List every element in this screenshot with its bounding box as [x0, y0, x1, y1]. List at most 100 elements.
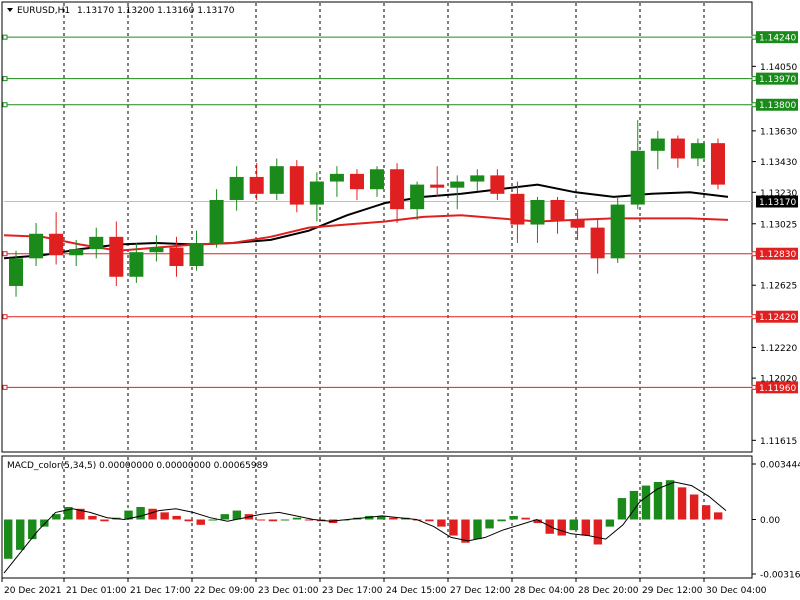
moving-average-line — [3, 214, 729, 252]
macd-y-tick-label: 0.00 — [760, 516, 780, 526]
candle-body — [590, 227, 605, 259]
x-tick-label: 27 Dec 12:00 — [450, 586, 511, 596]
macd-bar — [292, 517, 302, 520]
candle-body — [570, 219, 585, 228]
macd-bar — [701, 505, 711, 520]
ohlc-label: 1.13170 1.13200 1.13160 1.13170 — [77, 6, 235, 16]
level-marker — [2, 314, 8, 320]
y-tick-label: 1.13430 — [760, 158, 797, 168]
macd-bar — [665, 480, 675, 520]
macd-bar — [521, 517, 530, 520]
level-price-box — [756, 381, 798, 394]
vertical-gridlines — [63, 3, 705, 577]
macd-y-tick-label: 0.003444 — [760, 461, 800, 471]
candle-body — [670, 138, 685, 159]
x-tick-label: 29 Dec 12:00 — [642, 586, 703, 596]
candle-body — [249, 176, 264, 194]
level-marker — [751, 102, 757, 108]
price-axis: 1.14050 1.13630 1.13430 1.13230 1.13025 1.126… — [752, 63, 798, 447]
candle-body — [269, 166, 284, 194]
main-chart-frame — [1, 1, 753, 453]
macd-bar — [268, 519, 278, 522]
macd-bar — [593, 519, 603, 545]
level-price-label: 1.13800 — [759, 101, 796, 111]
macd-bar — [677, 487, 687, 520]
candle-body — [650, 138, 665, 151]
macd-bar — [232, 510, 242, 520]
level-price-box — [756, 72, 798, 85]
level-marker — [2, 384, 8, 390]
time-axis: 20 Dec 2021 21 Dec 01:00 21 Dec 17:00 22 De… — [1, 578, 767, 596]
level-price-box — [756, 310, 798, 323]
candle-body — [530, 199, 545, 225]
y-tick-label: 1.12220 — [760, 344, 797, 354]
current-price-box — [756, 195, 798, 208]
macd-bar — [160, 512, 169, 520]
candle-body — [189, 242, 204, 267]
level-marker — [2, 251, 8, 257]
x-tick-label: 30 Dec 04:00 — [706, 586, 767, 596]
macd-bar — [653, 482, 663, 520]
macd-bar — [617, 498, 627, 520]
candle-body — [309, 181, 324, 205]
macd-bar — [148, 508, 157, 520]
y-tick-label: 1.13230 — [760, 189, 797, 199]
macd-bar — [172, 515, 181, 520]
macd-bar — [629, 490, 639, 520]
level-marker — [2, 102, 8, 108]
candle-body — [450, 181, 465, 188]
x-tick-label: 23 Dec 17:00 — [322, 586, 383, 596]
y-tick-label: 1.13025 — [760, 220, 797, 230]
macd-title: MACD_color(5,34,5) 0.00000000 0.00000000… — [7, 461, 268, 471]
level-price-label: 1.12830 — [759, 250, 796, 260]
y-tick-label: 1.11615 — [760, 437, 797, 447]
macd-bar — [557, 519, 566, 536]
macd-bar — [581, 519, 591, 536]
level-labels: 1.14240 1.13970 1.13800 1.12830 1.12420 1.119… — [756, 31, 798, 394]
dropdown-triangle-icon[interactable] — [7, 8, 13, 12]
macd-bar — [28, 519, 37, 540]
macd-signal — [3, 481, 727, 574]
macd-bar — [64, 507, 73, 520]
level-price-label: 1.13970 — [759, 75, 796, 85]
candle-body — [370, 169, 385, 190]
macd-bar — [377, 515, 386, 520]
level-marker — [751, 251, 757, 257]
x-tick-label: 24 Dec 15:00 — [386, 586, 447, 596]
candle-body — [49, 233, 64, 256]
macd-bar — [569, 519, 578, 531]
level-marker — [2, 34, 8, 40]
level-marker — [751, 34, 757, 40]
macd-bar — [184, 519, 193, 522]
y-tick-label: 1.12625 — [760, 282, 797, 292]
macd-bar — [485, 519, 494, 529]
current-price-label: 1.13170 — [759, 198, 796, 208]
level-price-label: 1.14240 — [759, 34, 796, 44]
candle-body — [129, 252, 144, 277]
candles — [9, 120, 725, 297]
macd-bar — [136, 507, 145, 520]
level-marker — [2, 76, 8, 82]
level-marker — [751, 76, 757, 82]
candle-body — [470, 175, 485, 182]
level-marker — [751, 314, 757, 320]
macd-y-tick-label: -0.003164 — [760, 571, 800, 581]
macd-bar — [389, 517, 398, 520]
candle-body — [229, 176, 244, 200]
candle-body — [69, 249, 84, 256]
candle-body — [109, 236, 124, 277]
macd-bar — [196, 519, 205, 525]
candle-body — [149, 247, 164, 253]
macd-bar — [461, 519, 470, 543]
macd-bar — [52, 514, 61, 520]
macd-bar — [88, 515, 97, 520]
macd-bar — [256, 519, 266, 521]
candle-body — [630, 150, 645, 205]
x-tick-label: 23 Dec 01:00 — [258, 586, 319, 596]
macd-bar — [533, 519, 542, 524]
macd-bar — [304, 519, 314, 521]
level-price-box — [756, 247, 798, 260]
macd-bar — [689, 494, 699, 520]
macd-bar — [425, 519, 434, 522]
level-price-label: 1.11960 — [759, 384, 796, 394]
